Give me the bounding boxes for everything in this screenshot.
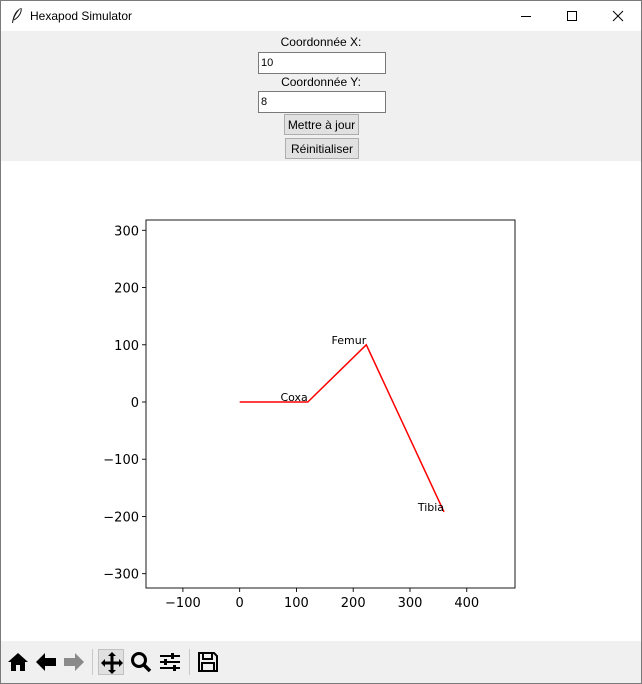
- pan-icon[interactable]: [98, 649, 124, 675]
- x-tick-label: 100: [284, 596, 309, 611]
- segment-label-coxa: Coxa: [280, 391, 307, 404]
- close-button[interactable]: [595, 1, 641, 31]
- y-coordinate-label: Coordonnée Y:: [281, 75, 361, 89]
- control-panel: Coordonnée X: Coordonnée Y: Mettre à jou…: [1, 31, 641, 161]
- minimize-button[interactable]: [503, 1, 549, 31]
- y-tick-label: 200: [114, 282, 139, 297]
- segment-label-tibia: Tibia: [417, 501, 444, 514]
- reset-button[interactable]: Réinitialiser: [285, 138, 359, 159]
- maximize-button[interactable]: [549, 1, 595, 31]
- segment-label-femur: Femur: [332, 334, 367, 347]
- y-tick-label: 300: [114, 224, 139, 239]
- toolbar-separator: [92, 649, 93, 675]
- zoom-icon[interactable]: [128, 649, 154, 675]
- x-tick-label: 400: [454, 596, 479, 611]
- leg-chart: −100 0 100 200 300 400 300 200 100 0 −100 −200 −300…: [103, 219, 516, 611]
- x-tick-label: −100: [165, 596, 201, 611]
- title-bar: Hexapod Simulator: [1, 1, 641, 31]
- x-tick-label: 0: [236, 596, 244, 611]
- y-tick-label: −300: [103, 568, 139, 583]
- save-icon[interactable]: [195, 649, 221, 675]
- y-tick-label: −100: [103, 453, 139, 468]
- x-coordinate-input[interactable]: [258, 52, 386, 74]
- plot-canvas[interactable]: −100 0 100 200 300 400 300 200 100 0 −100 −200 −300…: [1, 161, 641, 641]
- configure-subplots-icon[interactable]: [157, 649, 183, 675]
- axes-frame: [145, 219, 516, 589]
- forward-arrow-icon[interactable]: [61, 649, 87, 675]
- toolbar-separator: [189, 649, 190, 675]
- leg-line: [239, 343, 445, 513]
- feather-icon: [9, 7, 25, 25]
- y-tick-label: −200: [103, 510, 139, 525]
- navigation-toolbar: [1, 641, 641, 683]
- x-tick-label: 200: [341, 596, 366, 611]
- y-tick-label: 100: [114, 339, 139, 354]
- x-coordinate-label: Coordonnée X:: [280, 35, 362, 49]
- x-tick-label: 300: [398, 596, 423, 611]
- home-icon[interactable]: [5, 649, 31, 675]
- update-button[interactable]: Mettre à jour: [284, 114, 359, 135]
- y-coordinate-input[interactable]: [258, 91, 386, 113]
- back-arrow-icon[interactable]: [33, 649, 59, 675]
- window-title: Hexapod Simulator: [30, 9, 133, 23]
- y-tick-label: 0: [131, 396, 139, 411]
